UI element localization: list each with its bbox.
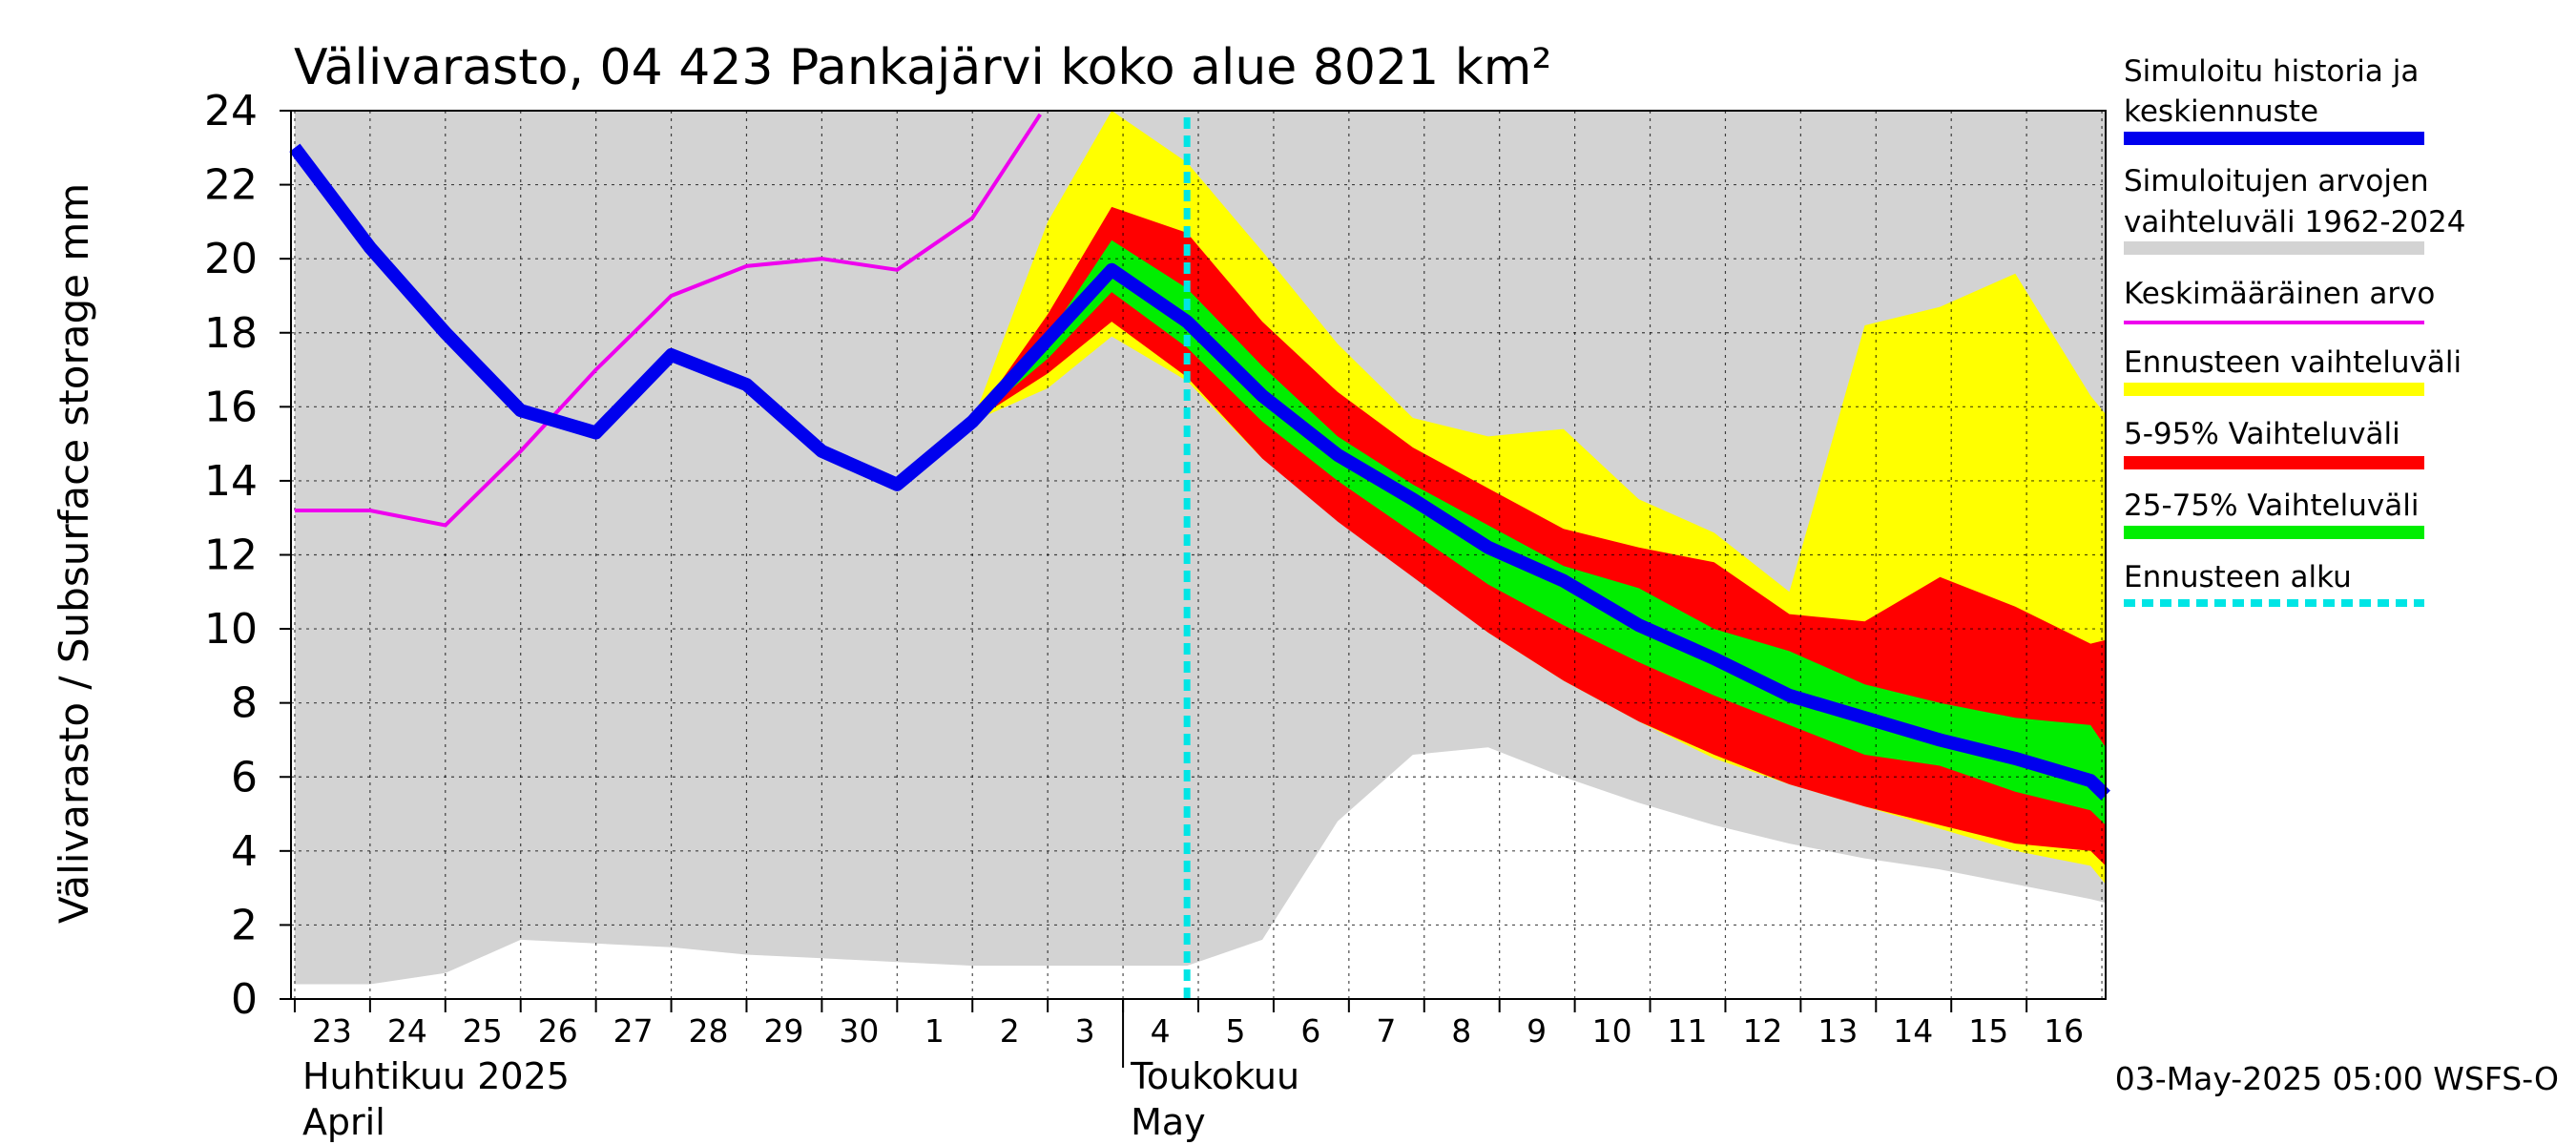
x-tick-label: 5	[1226, 1012, 1246, 1050]
x-tick-label: 2	[1000, 1012, 1020, 1050]
y-tick-label: 8	[231, 679, 258, 728]
legend-label: 25-75% Vaihteluväli	[2124, 489, 2420, 523]
x-tick-label: 8	[1451, 1012, 1471, 1050]
legend-label: keskiennuste	[2124, 94, 2318, 129]
x-tick-label: 6	[1300, 1012, 1320, 1050]
x-tick-label: 29	[763, 1012, 803, 1050]
y-tick-label: 10	[204, 605, 258, 654]
x-tick-label: 27	[613, 1012, 654, 1050]
y-tick-label: 0	[231, 975, 258, 1024]
legend-label: Simuloitujen arvojen	[2124, 164, 2429, 198]
series-lines-layer	[289, 111, 2110, 999]
x-tick-label: 3	[1075, 1012, 1095, 1050]
timestamp: 03-May-2025 05:00 WSFS-O	[2115, 1060, 2559, 1097]
y-tick-label: 18	[204, 309, 258, 358]
y-tick-label: 12	[204, 531, 258, 580]
x-tick-label: 30	[839, 1012, 879, 1050]
y-tick-label: 14	[204, 457, 258, 506]
x-axis-ticks: 23 24 25 26 27 28 29 30 1 2 3 4 5 6 7 8 9 10 11 12 13 14 15 16	[293, 999, 2084, 1050]
legend-label: Simuloitu historia ja	[2124, 54, 2419, 89]
y-tick-label: 20	[204, 235, 258, 283]
month-label-fi: Huhtikuu 2025	[302, 1055, 570, 1097]
x-tick-label: 23	[312, 1012, 352, 1050]
historical-range-band	[294, 111, 2106, 985]
x-tick-label: 9	[1527, 1012, 1547, 1050]
legend-label: Ennusteen vaihteluväli	[2124, 345, 2462, 380]
legend-label: Keskimääräinen arvo	[2124, 277, 2435, 311]
legend-label: 5-95% Vaihteluväli	[2124, 417, 2400, 451]
x-tick-label: 28	[689, 1012, 729, 1050]
x-tick-label: 7	[1376, 1012, 1396, 1050]
y-tick-label: 24	[204, 87, 258, 135]
y-tick-label: 6	[231, 753, 258, 802]
y-tick-label: 2	[231, 901, 258, 949]
plot-area	[289, 110, 2110, 1000]
x-tick-label: 24	[387, 1012, 427, 1050]
legend: Simuloitu historia ja keskiennuste Simuloi…	[2124, 54, 2465, 607]
x-tick-label: 11	[1668, 1012, 1708, 1050]
month-label-en: April	[302, 1101, 385, 1143]
chart-title: Välivarasto, 04 423 Pankajärvi koko alue…	[294, 39, 1551, 96]
x-tick-label: 15	[1968, 1012, 2008, 1050]
month-label-en: May	[1131, 1101, 1206, 1143]
x-tick-label: 12	[1742, 1012, 1782, 1050]
x-tick-label: 10	[1592, 1012, 1632, 1050]
month-label-fi: Toukokuu	[1130, 1055, 1299, 1097]
legend-label: Ennusteen alku	[2124, 560, 2352, 594]
historical-range-layer	[294, 111, 2106, 985]
average-value-line	[294, 113, 1042, 528]
y-tick-label: 4	[231, 827, 258, 876]
x-tick-label: 4	[1151, 1012, 1171, 1050]
y-tick-label: 16	[204, 383, 258, 431]
x-tick-label: 1	[924, 1012, 945, 1050]
simulated-history-line	[289, 143, 2110, 801]
y-tick-label: 22	[204, 161, 258, 210]
x-tick-label: 13	[1818, 1012, 1858, 1050]
legend-label: vaihteluväli 1962-2024	[2124, 205, 2465, 239]
y-axis-label: Välivarasto / Subsurface storage mm	[51, 183, 97, 924]
x-tick-label: 26	[538, 1012, 578, 1050]
x-tick-label: 14	[1893, 1012, 1933, 1050]
x-tick-label: 16	[2044, 1012, 2084, 1050]
x-tick-label: 25	[463, 1012, 503, 1050]
